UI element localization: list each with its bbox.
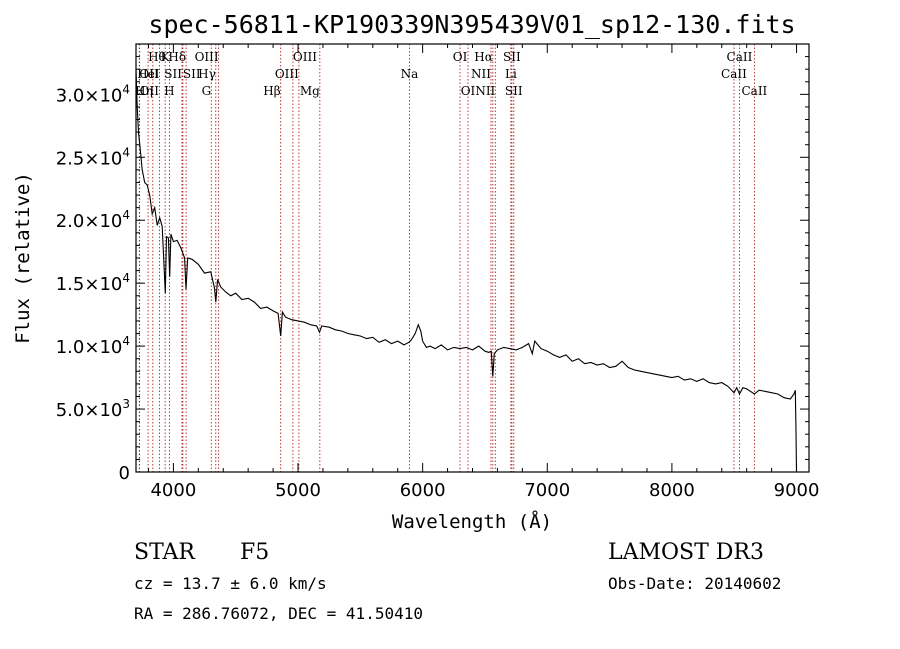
- object-class: STAR: [134, 540, 195, 565]
- line-label: SII: [505, 84, 523, 98]
- line-label: Hη: [135, 84, 153, 98]
- line-label: K: [161, 50, 171, 64]
- line-label: Na: [401, 67, 419, 81]
- x-tick-label: 8000: [649, 480, 695, 501]
- line-label: HeI: [137, 67, 160, 81]
- chart-title: spec-56811-KP190339N395439V01_sp12-130.f…: [148, 10, 795, 39]
- line-label: SII: [164, 67, 182, 81]
- coordinates-text: RA = 286.76072, DEC = 41.50410: [134, 604, 423, 623]
- plot-frame: [135, 43, 810, 473]
- line-markers: [138, 44, 755, 472]
- y-tick-label: 2.5×104: [56, 145, 130, 169]
- line-label: OII: [140, 84, 160, 98]
- line-label: Mg: [300, 84, 320, 98]
- line-label: H: [164, 84, 174, 98]
- line-label: Hα: [474, 50, 493, 64]
- y-tick-label: 1.5×104: [56, 271, 130, 295]
- line-label: Hθ: [148, 50, 166, 64]
- y-tick-label: 0: [119, 463, 130, 484]
- line-label: OIII: [293, 50, 317, 64]
- x-tick-label: 7000: [524, 480, 570, 501]
- x-axis: 4000 5000 6000 7000 8000 9000: [147, 44, 820, 501]
- line-label: OI: [453, 50, 468, 64]
- line-label: Hγ: [198, 67, 216, 81]
- redshift-text: cz = 13.7 ± 6.0 km/s: [134, 574, 327, 593]
- line-label: OIII: [195, 50, 219, 64]
- y-axis: 0 5.0×103 1.0×104 1.5×104 2.0×104 2.5×104 3.0×…: [56, 56, 809, 484]
- line-label: CaII: [741, 84, 767, 98]
- line-label: CaII: [721, 67, 747, 81]
- line-label: SII: [503, 50, 521, 64]
- y-tick-label: 3.0×104: [56, 82, 130, 106]
- x-tick-label: 5000: [275, 480, 321, 501]
- line-label: OI: [461, 84, 476, 98]
- y-tick-label: 2.0×104: [56, 208, 130, 232]
- x-tick-label: 4000: [150, 480, 196, 501]
- y-tick-label: 1.0×104: [56, 334, 130, 358]
- line-label: Li: [505, 67, 517, 81]
- x-axis-label: Wavelength (Å): [392, 510, 552, 533]
- line-label: SII: [183, 67, 201, 81]
- y-axis-label: Flux (relative): [12, 172, 34, 344]
- spectrum-line: [135, 69, 798, 473]
- line-label: Hδ: [168, 50, 186, 64]
- line-label: CaII: [727, 50, 753, 64]
- observation-date: Obs-Date: 20140602: [608, 574, 782, 593]
- object-subclass: F5: [240, 540, 270, 565]
- line-label: NII: [475, 84, 495, 98]
- line-label: OII: [139, 67, 159, 81]
- x-tick-label: 9000: [774, 480, 820, 501]
- line-label: G: [202, 84, 212, 98]
- x-tick-label: 6000: [400, 480, 446, 501]
- line-label: NII: [471, 67, 491, 81]
- y-tick-label: 5.0×103: [56, 397, 130, 421]
- line-label: Hβ: [263, 84, 280, 98]
- survey-name: LAMOST DR3: [608, 540, 764, 565]
- line-label: OIII: [275, 67, 299, 81]
